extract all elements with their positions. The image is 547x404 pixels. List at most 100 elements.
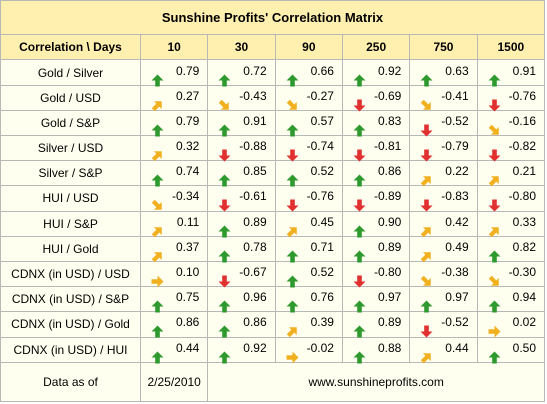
up-arrow-icon (213, 245, 231, 263)
website-link[interactable]: www.sunshineprofits.com (207, 361, 545, 403)
up-arrow-icon (213, 295, 231, 313)
correlation-cell: -0.43 (207, 84, 276, 111)
pair-label: CDNX (in USD) / USD (0, 260, 141, 288)
correlation-value: 0.88 (377, 340, 402, 355)
pair-label: Gold / USD (0, 84, 141, 111)
correlation-value: -0.80 (508, 189, 536, 204)
pair-label: Gold / Silver (0, 59, 141, 86)
up-arrow-icon (483, 69, 501, 87)
correlation-cell: -0.16 (476, 109, 546, 137)
correlation-value: -0.79 (441, 139, 469, 154)
up-right-arrow-icon (146, 94, 162, 111)
correlation-value: 0.90 (377, 214, 402, 229)
correlation-cell: 0.91 (476, 59, 546, 87)
correlation-value: 0.86 (243, 315, 267, 330)
correlation-value: -0.80 (373, 265, 402, 280)
table-row: Silver / S&P 0.74 0.85 0.52 0.86 0.22 0.21 (0, 160, 546, 187)
correlation-cell: 0.94 (476, 286, 546, 313)
correlation-cell: 0.21 (476, 160, 546, 187)
correlation-value: 0.11 (176, 214, 200, 229)
correlation-value: 0.96 (243, 290, 267, 305)
correlation-cell: 0.85 (207, 160, 276, 187)
down-arrow-icon (415, 119, 433, 137)
correlation-value: -0.82 (508, 139, 536, 154)
period-header: 750 (409, 34, 478, 61)
correlation-value: -0.88 (239, 139, 267, 154)
correlation-cell: 0.42 (409, 210, 478, 237)
down-arrow-icon (213, 144, 231, 162)
down-arrow-icon (348, 94, 366, 112)
correlation-value: 0.71 (310, 239, 334, 254)
down-arrow-icon (483, 144, 501, 162)
correlation-value: 0.86 (377, 164, 402, 179)
up-right-arrow-icon (281, 220, 297, 237)
correlation-value: -0.34 (171, 189, 200, 204)
correlation-value: 0.97 (445, 290, 469, 305)
up-arrow-icon (348, 245, 366, 263)
correlation-cell: 0.72 (207, 59, 276, 87)
correlation-value: 0.97 (377, 290, 402, 305)
up-arrow-icon (146, 320, 164, 338)
correlation-cell: -0.83 (409, 185, 478, 212)
correlation-cell: -0.81 (341, 134, 411, 162)
correlation-value: -0.52 (441, 315, 469, 330)
correlation-value: -0.74 (306, 139, 334, 154)
up-arrow-icon (348, 169, 366, 187)
correlation-value: 0.22 (445, 164, 469, 179)
correlation-cell: 0.91 (207, 109, 276, 137)
down-arrow-icon (483, 94, 501, 112)
pair-label: Silver / USD (0, 134, 141, 162)
up-right-arrow-icon (415, 169, 432, 187)
correlation-value: 0.02 (512, 315, 536, 330)
correlation-cell: 0.44 (409, 336, 478, 363)
down-right-arrow-icon (415, 94, 432, 110)
correlation-cell: 0.33 (476, 210, 546, 237)
down-arrow-icon (415, 320, 433, 338)
correlation-cell: -0.79 (409, 134, 478, 162)
correlation-cell: -0.52 (409, 311, 478, 338)
up-arrow-icon (483, 245, 501, 263)
up-right-arrow-icon (146, 245, 162, 263)
correlation-cell: 0.78 (207, 235, 276, 263)
correlation-cell: -0.80 (476, 185, 546, 212)
correlation-cell: 0.75 (139, 286, 209, 313)
up-arrow-icon (213, 169, 231, 187)
up-arrow-icon (281, 270, 299, 288)
correlation-value: 0.92 (377, 63, 402, 78)
up-arrow-icon (483, 346, 501, 364)
correlation-value: 0.49 (445, 239, 469, 254)
up-right-arrow-icon (415, 346, 432, 363)
data-as-of-label: Data as of (0, 361, 141, 403)
pair-label: HUI / S&P (0, 210, 141, 237)
correlation-value: -0.30 (508, 265, 536, 280)
down-arrow-icon (348, 144, 366, 162)
correlation-value: 0.42 (445, 214, 469, 229)
down-arrow-icon (348, 270, 366, 288)
table-row: HUI / Gold 0.37 0.78 0.71 0.89 0.49 0.82 (0, 235, 546, 263)
up-arrow-icon (146, 295, 164, 313)
correlation-value: -0.38 (441, 265, 469, 280)
up-right-arrow-icon (146, 144, 162, 162)
header-row: Correlation \ Days 10 30 90 250 750 1500 (0, 34, 546, 61)
footer-row: Data as of 2/25/2010 www.sunshineprofits.c… (0, 361, 545, 403)
up-arrow-icon (213, 346, 231, 364)
up-arrow-icon (281, 245, 299, 263)
correlation-cell: -0.76 (274, 185, 343, 212)
period-header: 10 (139, 34, 209, 61)
correlation-value: 0.57 (310, 113, 334, 128)
correlation-value: -0.52 (441, 113, 469, 128)
correlation-cell: 0.96 (207, 286, 276, 313)
up-arrow-icon (146, 169, 164, 187)
up-arrow-icon (348, 295, 366, 313)
correlation-cell: -0.52 (409, 109, 478, 137)
table-row: Silver / USD 0.32 -0.88 -0.74 -0.81 -0.79 -0.8… (0, 134, 546, 162)
correlation-cell: 0.89 (341, 311, 411, 338)
down-arrow-icon (415, 194, 433, 212)
period-header: 90 (274, 34, 343, 61)
table-row: CDNX (in USD) / S&P 0.75 0.96 0.76 0.97 0.97 0… (0, 286, 546, 313)
up-right-arrow-icon (146, 220, 162, 237)
pair-label: CDNX (in USD) / S&P (0, 286, 141, 313)
down-right-arrow-icon (213, 94, 230, 110)
correlation-value: -0.02 (306, 340, 334, 355)
